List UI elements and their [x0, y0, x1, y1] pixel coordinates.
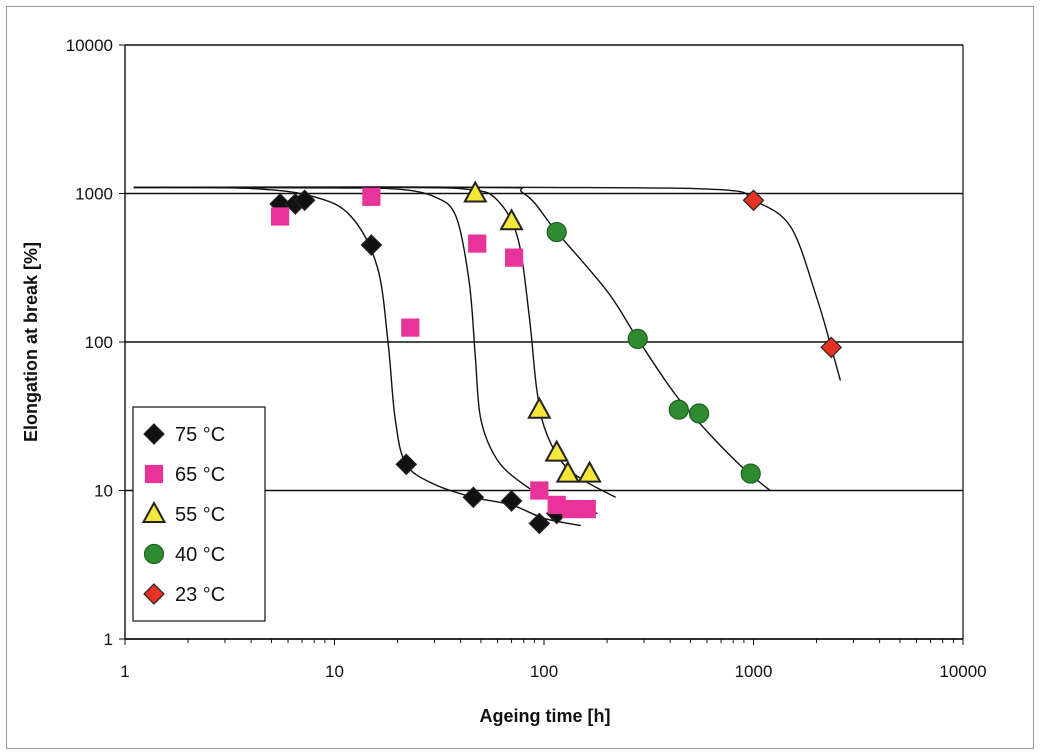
- data-points: [269, 180, 843, 535]
- data-point-55c: [544, 439, 569, 462]
- legend-marker: [143, 583, 165, 605]
- data-point-75c: [500, 490, 523, 512]
- data-point-65c: [577, 499, 596, 519]
- legend-marker: [144, 464, 164, 484]
- data-point-65c: [271, 207, 290, 226]
- data-point-65c: [530, 481, 549, 500]
- legend-marker: [143, 543, 165, 565]
- data-point-75c: [528, 512, 551, 535]
- legend-label: 65 °C: [175, 464, 225, 486]
- y-axis-title: Elongation at break [%]: [21, 242, 41, 442]
- data-point-55c: [577, 460, 602, 483]
- data-point-75c: [293, 189, 316, 212]
- data-point-65c: [401, 318, 420, 337]
- data-point-23c: [742, 189, 765, 212]
- data-point-40c: [546, 221, 567, 243]
- y-tick-label: 1: [104, 630, 113, 649]
- y-tick-label: 1000: [75, 185, 113, 204]
- legend-marker: [141, 500, 167, 523]
- fit-curve-23c: [133, 186, 842, 381]
- legend-label: 75 °C: [175, 424, 225, 446]
- chart-frame: [6, 6, 1034, 749]
- x-tick-label: 1: [120, 662, 129, 681]
- data-point-65c: [505, 248, 524, 267]
- legend-marker: [143, 423, 165, 445]
- data-point-75c: [360, 234, 383, 256]
- data-point-40c: [627, 328, 648, 349]
- data-point-65c: [562, 499, 581, 519]
- data-point-40c: [668, 399, 689, 420]
- x-tick-label: 1000: [735, 662, 773, 681]
- data-point-75c: [395, 453, 418, 476]
- data-point-23c: [820, 336, 843, 359]
- data-point-40c: [689, 403, 710, 424]
- data-point-65c: [362, 187, 381, 206]
- data-point-55c: [555, 460, 581, 483]
- data-point-55c: [527, 396, 552, 419]
- x-tick-label: 10: [325, 662, 344, 681]
- y-tick-label: 10: [94, 482, 113, 501]
- data-point-55c: [463, 180, 488, 203]
- data-point-55c: [499, 208, 524, 231]
- legend-label: 40 °C: [175, 544, 225, 566]
- y-tick-label: 100: [85, 333, 113, 352]
- data-point-40c: [740, 463, 761, 484]
- legend-label: 23 °C: [175, 584, 225, 606]
- data-point-75c: [462, 486, 485, 509]
- x-tick-label: 10000: [939, 662, 986, 681]
- legend-label: 55 °C: [175, 504, 225, 526]
- x-tick-label: 100: [530, 662, 558, 681]
- data-point-65c: [468, 234, 487, 253]
- y-tick-label: 10000: [66, 36, 113, 55]
- x-axis-title: Ageing time [h]: [480, 706, 611, 726]
- tick-labels: 1 10 100 1000 10000 1 10 100 1000 10000: [66, 36, 987, 681]
- legend: 75 °C 65 °C 55 °C 40 °C 23 °C: [132, 406, 266, 622]
- axes: [119, 44, 964, 645]
